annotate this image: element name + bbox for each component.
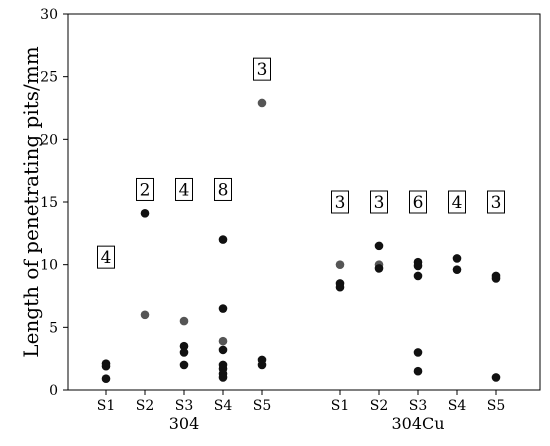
group-label: 304 (169, 414, 200, 433)
count-label: 3 (370, 190, 388, 214)
data-point (218, 336, 228, 346)
count-labels: 4 2 4 8 3 3 3 6 4 3 (97, 57, 505, 269)
y-tick-label: 5 (49, 320, 58, 336)
data-point (179, 348, 189, 357)
y-tick-label: 15 (40, 195, 58, 211)
count-value: 3 (335, 193, 346, 213)
y-tick-label: 0 (49, 383, 58, 399)
data-point (491, 274, 501, 283)
y-tick-label: 10 (40, 258, 58, 274)
x-tick-label: S2 (370, 398, 389, 414)
count-value: 8 (218, 180, 229, 200)
count-label: 3 (487, 190, 505, 214)
data-point (452, 254, 462, 263)
data-point (335, 282, 345, 292)
x-ticks: S1 S2 S3 S4 S5 S1 S2 S3 S4 S5 (97, 390, 506, 414)
data-point (179, 316, 189, 326)
count-box (214, 177, 232, 201)
data-points (101, 98, 501, 384)
data-point (413, 261, 423, 271)
data-point (413, 271, 423, 281)
count-box (331, 190, 349, 214)
data-point (218, 235, 228, 244)
data-point (218, 373, 228, 382)
data-point (218, 304, 228, 313)
x-tick-label: S2 (136, 398, 155, 414)
y-tick-label: 20 (40, 132, 58, 148)
count-box (175, 177, 193, 201)
count-value: 6 (413, 193, 424, 213)
count-label: 4 (175, 177, 193, 201)
plot-frame (67, 13, 541, 391)
data-point (257, 360, 267, 370)
count-label: 4 (448, 190, 466, 214)
x-tick-label: S3 (409, 398, 428, 414)
y-tick-label: 25 (40, 70, 58, 86)
y-ticks: 0 5 10 15 20 25 30 (40, 7, 68, 399)
data-point (452, 265, 462, 274)
count-label: 3 (331, 190, 349, 214)
count-value: 4 (452, 193, 463, 213)
data-point (257, 98, 267, 108)
data-point (101, 361, 111, 371)
data-point (413, 366, 423, 376)
data-point (140, 310, 150, 320)
data-point (179, 341, 189, 351)
x-tick-label: S5 (253, 398, 272, 414)
data-point (413, 348, 423, 357)
count-box (448, 190, 466, 214)
x-tick-label: S1 (97, 398, 116, 414)
count-label: 4 (97, 245, 115, 269)
x-tick-label: S4 (448, 398, 467, 414)
count-label: 8 (214, 177, 232, 201)
data-point (374, 241, 384, 251)
count-box (409, 190, 427, 214)
y-tick-label: 30 (40, 7, 58, 23)
count-box (97, 245, 115, 269)
group-labels: 304 304Cu (169, 414, 445, 433)
data-point (218, 345, 228, 355)
x-tick-label: S5 (487, 398, 506, 414)
count-label: 3 (253, 57, 271, 81)
count-value: 4 (101, 248, 112, 268)
data-point (335, 260, 345, 269)
count-value: 4 (179, 180, 190, 200)
data-point (179, 360, 189, 370)
group-label: 304Cu (391, 414, 444, 433)
count-box (487, 190, 505, 214)
count-value: 2 (140, 180, 151, 200)
count-box (253, 57, 271, 81)
count-label: 2 (136, 177, 154, 201)
count-value: 3 (374, 193, 385, 213)
data-point (374, 264, 384, 273)
y-axis-label: Length of penetrating pits/mm (19, 46, 43, 357)
count-value: 3 (257, 60, 268, 80)
count-value: 3 (491, 193, 502, 213)
x-tick-label: S4 (214, 398, 233, 414)
count-box (136, 177, 154, 201)
data-point (491, 373, 501, 382)
data-point (101, 374, 111, 384)
axes (67, 13, 541, 391)
data-point (140, 208, 150, 218)
x-tick-label: S3 (175, 398, 194, 414)
x-tick-label: S1 (331, 398, 350, 414)
count-label: 6 (409, 190, 427, 214)
count-box (370, 190, 388, 214)
